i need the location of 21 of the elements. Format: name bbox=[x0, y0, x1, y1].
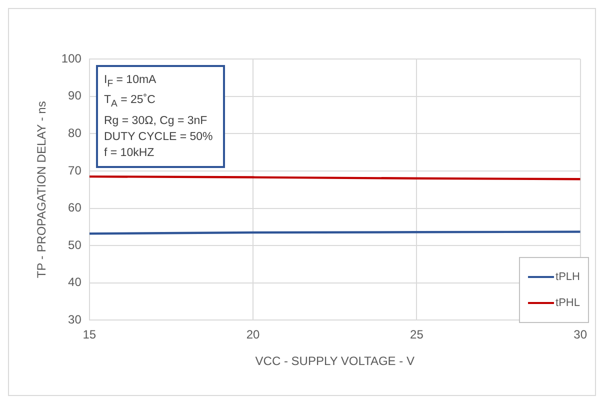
x-tick-label: 25 bbox=[410, 328, 424, 342]
legend-label: tPHL bbox=[556, 297, 580, 309]
y-tick-label: 30 bbox=[68, 312, 82, 327]
x-tick-label: 30 bbox=[574, 328, 588, 342]
x-tick-label: 20 bbox=[246, 328, 260, 342]
y-tick-label: 80 bbox=[68, 126, 82, 140]
y-tick-label: 90 bbox=[68, 88, 82, 103]
y-axis-title: TP - PROPAGATION DELAY - ns bbox=[34, 101, 49, 278]
y-tick-label: 100 bbox=[61, 51, 82, 66]
annotation: I$_{F}$ = 10mA bbox=[104, 73, 158, 92]
annotation: DUTY CYCLE = 50% bbox=[104, 130, 213, 145]
x-axis-title: VCC - SUPPLY VOLTAGE - V bbox=[255, 354, 414, 368]
annotation: f = 10kHZ bbox=[104, 146, 156, 161]
x-tick-label: 15 bbox=[82, 328, 96, 342]
y-tick-label: 40 bbox=[68, 275, 82, 290]
y-tick-label: 60 bbox=[68, 200, 82, 215]
annotation: Rg = 30Ω, Cg = 3nF bbox=[104, 114, 208, 129]
y-tick-label: 70 bbox=[68, 163, 82, 178]
y-tick-label: 50 bbox=[68, 238, 82, 252]
legend-label: tPLH bbox=[556, 271, 580, 283]
annotation: T$_{A}$ = 25˚C bbox=[104, 92, 156, 112]
